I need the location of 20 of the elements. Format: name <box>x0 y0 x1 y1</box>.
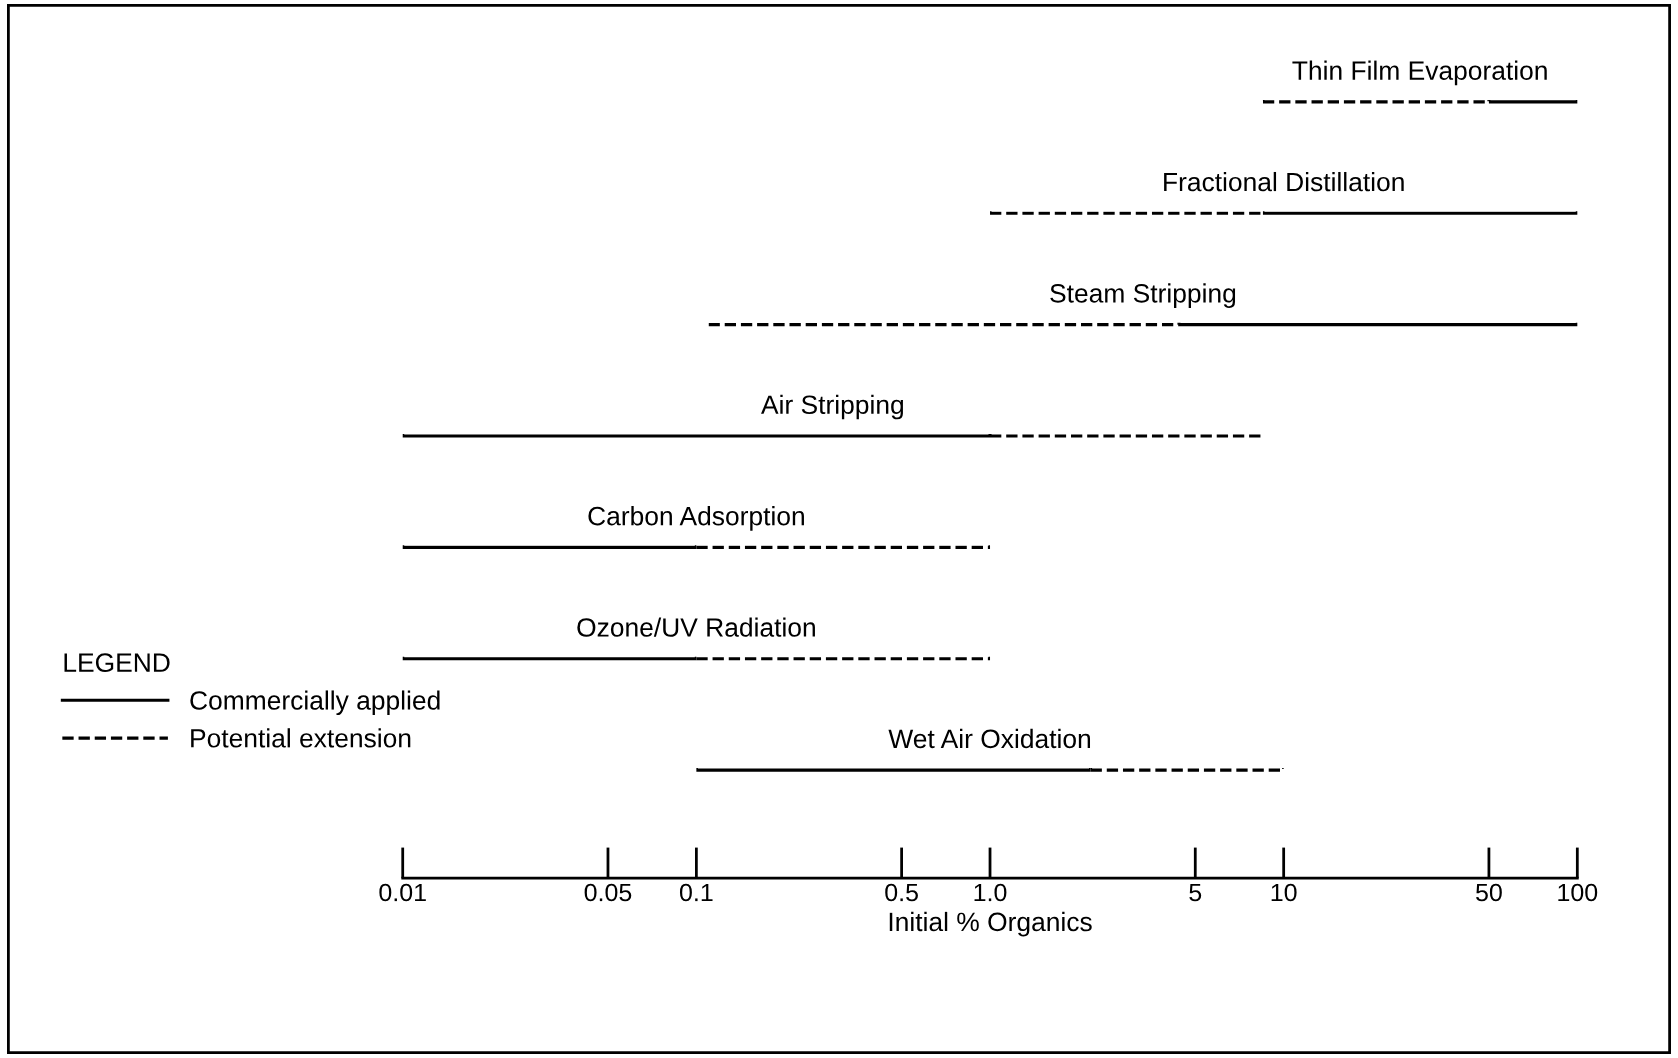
y-tick-label: Steam Stripping <box>1050 283 1236 308</box>
x-tick-label: 50 <box>1476 883 1502 902</box>
x-tick-label: 0.1 <box>679 883 713 902</box>
y-tick-label: Air Stripping <box>761 394 903 420</box>
x-axis-title: Initial % Organics <box>889 911 1092 937</box>
y-tick-label: Carbon Adsorption <box>588 506 804 531</box>
x-tick-label: 5 <box>1189 883 1202 902</box>
x-tick-label: 0.01 <box>379 883 426 902</box>
x-tick-label: 0.5 <box>885 883 918 902</box>
y-tick-label: Fractional Distillation <box>1164 171 1404 192</box>
x-tick-label: 100 <box>1558 883 1598 902</box>
legend-title: LEGEND <box>64 653 170 673</box>
x-tick-label: 1.0 <box>974 883 1007 902</box>
y-tick-label: Wet Air Oxidation <box>888 728 1091 749</box>
y-tick-label: Thin Film Evaporation <box>1292 60 1547 86</box>
legend-label: Potential extension <box>191 728 411 748</box>
legend-label: Commercially applied <box>190 690 440 716</box>
y-tick-label: Ozone/UV Radiation <box>577 617 815 637</box>
x-tick-label: 10 <box>1271 883 1297 902</box>
x-tick-label: 0.05 <box>584 883 632 902</box>
